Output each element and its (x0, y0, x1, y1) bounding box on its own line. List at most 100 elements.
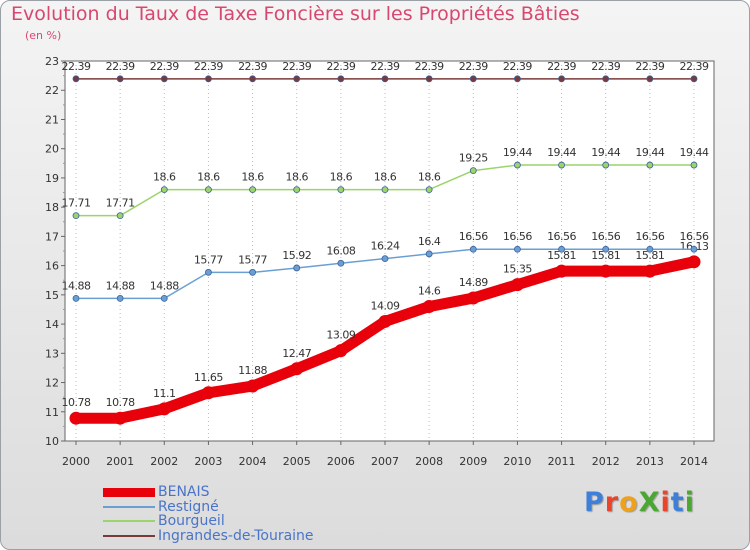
data-point (201, 386, 215, 400)
y-tick-label: 13 (45, 347, 59, 360)
data-point (690, 161, 698, 169)
data-point (687, 255, 701, 269)
x-tick-label: 2008 (415, 455, 443, 468)
data-label: 11.1 (153, 387, 176, 400)
data-point (643, 264, 657, 278)
data-label: 18.6 (153, 171, 176, 184)
data-label: 22.39 (503, 60, 532, 73)
data-point (381, 75, 389, 83)
data-label: 22.39 (680, 60, 709, 73)
data-point (249, 186, 256, 194)
data-label: 22.39 (459, 60, 488, 73)
x-tick-label: 2003 (194, 455, 222, 468)
x-tick-label: 2000 (62, 455, 90, 468)
data-point (381, 186, 389, 194)
data-point (293, 264, 301, 272)
x-tick-label: 2006 (327, 455, 355, 468)
y-tick-label: 12 (45, 377, 59, 390)
data-point (290, 362, 304, 376)
data-point (599, 264, 613, 278)
data-point (293, 186, 301, 194)
data-label: 16.08 (326, 244, 355, 257)
data-point (337, 75, 345, 83)
data-point (690, 245, 698, 253)
x-tick-label: 2012 (592, 455, 620, 468)
data-point (425, 75, 433, 83)
data-label: 16.56 (503, 230, 532, 243)
legend-swatch (103, 520, 155, 523)
data-label: 15.81 (635, 249, 664, 262)
data-label: 15.77 (194, 253, 223, 266)
x-tick-label: 2005 (283, 455, 311, 468)
data-point (425, 250, 433, 258)
data-label: 15.81 (591, 249, 620, 262)
data-point (469, 75, 477, 83)
data-label: 22.39 (415, 60, 444, 73)
data-point (646, 161, 654, 169)
data-label: 17.71 (62, 197, 91, 210)
data-point (514, 75, 521, 83)
data-point (249, 75, 256, 83)
data-point (160, 294, 168, 302)
data-label: 22.39 (635, 60, 664, 73)
data-label: 19.44 (680, 146, 709, 159)
data-point (690, 75, 698, 83)
data-point (646, 75, 654, 83)
data-label: 17.71 (106, 197, 135, 210)
y-tick-label: 19 (45, 172, 59, 185)
legend-label: BENAIS (158, 484, 210, 500)
data-label: 15.35 (503, 263, 532, 276)
y-tick-label: 16 (45, 260, 59, 273)
data-point (205, 268, 212, 276)
data-label: 18.6 (374, 171, 397, 184)
x-tick-label: 2007 (371, 455, 399, 468)
data-label: 15.92 (282, 249, 311, 262)
data-point (510, 278, 524, 292)
data-point (116, 294, 124, 302)
chart-title: Evolution du Taux de Taxe Foncière sur l… (11, 3, 580, 25)
x-tick-label: 2014 (680, 455, 708, 468)
data-point (425, 186, 433, 194)
data-point (113, 411, 127, 425)
data-label: 12.47 (282, 347, 311, 360)
data-label: 22.39 (326, 60, 355, 73)
data-point (160, 186, 168, 194)
legend: BENAIS Restigné Bourgueil Ingrandes-de-Tour… (103, 485, 314, 543)
data-point (469, 245, 477, 253)
data-point (337, 186, 345, 194)
data-label: 22.39 (194, 60, 223, 73)
legend-item: Ingrandes-de-Touraine (103, 527, 314, 544)
legend-label: Restigné (158, 498, 219, 515)
data-label: 11.88 (238, 364, 267, 377)
data-label: 15.77 (238, 253, 267, 266)
data-point (293, 75, 301, 83)
data-label: 10.78 (106, 396, 135, 409)
x-tick-label: 2002 (150, 455, 178, 468)
data-label: 22.39 (282, 60, 311, 73)
data-label: 18.6 (241, 171, 264, 184)
data-label: 10.78 (62, 396, 91, 409)
data-point (69, 411, 83, 425)
legend-item: Bourgueil (103, 514, 314, 529)
data-label: 22.39 (591, 60, 620, 73)
data-label: 16.24 (371, 240, 400, 253)
y-tick-label: 18 (45, 201, 59, 214)
y-tick-label: 10 (45, 435, 59, 448)
data-label: 14.88 (106, 279, 135, 292)
data-label: 16.4 (418, 235, 441, 248)
data-label: 22.39 (371, 60, 400, 73)
data-label: 14.6 (418, 285, 441, 298)
legend-label: Ingrandes-de-Touraine (158, 527, 314, 544)
data-label: 16.56 (547, 230, 576, 243)
data-point (72, 75, 80, 83)
data-point (205, 186, 212, 194)
data-point (602, 75, 610, 83)
data-point (116, 75, 124, 83)
data-label: 16.56 (591, 230, 620, 243)
y-tick-label: 20 (45, 143, 59, 156)
data-label: 13.09 (326, 329, 355, 342)
data-point (381, 255, 389, 263)
x-tick-label: 2010 (503, 455, 531, 468)
legend-swatch (103, 505, 155, 508)
x-tick-label: 2011 (548, 455, 576, 468)
